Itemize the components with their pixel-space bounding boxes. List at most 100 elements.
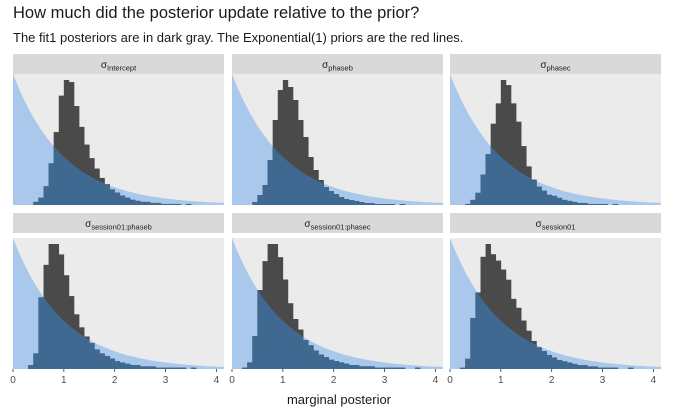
histogram-bar-overlap <box>384 367 390 369</box>
histogram-bar-overlap <box>267 160 273 205</box>
histogram-bar-overlap <box>140 201 146 205</box>
histogram-bar-overlap <box>359 202 365 205</box>
histogram-bar <box>516 121 522 205</box>
histogram-bar-overlap <box>465 203 471 205</box>
histogram-bar-overlap <box>38 297 44 369</box>
histogram-bar-overlap <box>328 191 334 205</box>
histogram-bar-overlap <box>333 194 340 205</box>
histogram-bar <box>74 106 80 205</box>
histogram-bar-overlap <box>369 203 375 205</box>
histogram-bar-overlap <box>318 180 324 205</box>
histogram-bar-overlap <box>470 317 476 369</box>
histogram-bar-overlap <box>541 190 547 205</box>
x-tick-label: 0 <box>10 375 16 386</box>
histogram-bar-overlap <box>369 366 375 369</box>
histogram-bar-overlap <box>546 194 552 205</box>
histogram-bar <box>63 80 70 205</box>
facet-strip <box>13 213 224 233</box>
histogram-bar-overlap <box>43 264 49 369</box>
histogram-bar-overlap <box>338 362 345 369</box>
histogram-bar-overlap <box>282 279 289 369</box>
histogram-bar-overlap <box>556 360 563 369</box>
facet-label-symbol: σ <box>540 60 547 71</box>
histogram-bar-overlap <box>104 355 110 369</box>
histogram-bar <box>485 244 491 369</box>
histogram-bar-overlap <box>343 199 350 205</box>
x-tick-label: 4 <box>433 375 439 386</box>
histogram-bar-overlap <box>308 157 314 205</box>
histogram-bar-overlap <box>129 365 136 369</box>
histogram-bar-overlap <box>145 366 151 369</box>
histogram-bar-overlap <box>175 203 182 205</box>
histogram-bar-overlap <box>293 319 299 369</box>
histogram-bar-overlap <box>465 358 471 369</box>
histogram-bar-overlap <box>546 354 552 369</box>
x-tick-label: 4 <box>214 375 220 386</box>
histogram-bar-overlap <box>415 367 421 369</box>
histogram-bar-overlap <box>155 202 161 205</box>
histogram-bar-overlap <box>561 361 568 369</box>
panels-layer: σIntercept σphaseb σphasecσsession01:phase… <box>13 54 661 370</box>
histogram-bar-overlap <box>190 367 197 369</box>
histogram-bar <box>282 80 289 205</box>
histogram-bar-overlap <box>252 336 258 369</box>
facet-panel: σphasec <box>450 54 661 205</box>
histogram-bar-overlap <box>612 203 619 205</box>
histogram-bar-overlap <box>602 367 608 369</box>
facet-panel: σsession01 <box>450 213 661 369</box>
histogram-bar-overlap <box>582 202 588 205</box>
histogram-bar-overlap <box>480 256 486 369</box>
histogram-bar-overlap <box>135 365 141 369</box>
histogram-bar-overlap <box>38 197 44 205</box>
histogram-bar-overlap <box>536 347 542 369</box>
histogram-bar-overlap <box>328 359 334 369</box>
facet-label: σphaseb <box>322 60 353 73</box>
histogram-bar-overlap <box>247 362 253 369</box>
histogram-bar-overlap <box>99 177 105 205</box>
histogram-bar-overlap <box>165 203 171 205</box>
x-tick-label: 0 <box>229 375 235 386</box>
histogram-bar-overlap <box>338 197 345 205</box>
histogram-bar-overlap <box>485 154 491 205</box>
histogram-bar-overlap <box>490 123 497 205</box>
facet-label-subscript: phaseb <box>328 64 353 73</box>
facet-label: σIntercept <box>101 60 137 73</box>
histogram-bar-overlap <box>348 365 355 369</box>
histogram-bar-overlap <box>175 367 182 369</box>
histogram-bar-overlap <box>556 197 563 205</box>
facet-panel: σsession01:phaseb <box>13 213 224 370</box>
histogram-bar-overlap <box>566 362 573 369</box>
histogram-bar-overlap <box>379 367 385 369</box>
x-tick-label: 2 <box>549 375 555 386</box>
histogram-bar-overlap <box>180 367 187 369</box>
histogram-bar-overlap <box>359 366 365 369</box>
histogram-bar-overlap <box>33 201 39 205</box>
histogram-bar <box>505 85 512 205</box>
histogram-bar-overlap <box>597 203 603 205</box>
facet-label-symbol: σ <box>85 219 92 230</box>
histogram-bar-overlap <box>303 340 309 369</box>
histogram-bar-overlap <box>354 365 360 369</box>
facet-panel: σsession01:phasec <box>232 213 443 369</box>
facet-strip <box>232 54 443 74</box>
histogram-bar <box>500 80 507 205</box>
histogram-bar-overlap <box>252 202 258 205</box>
histogram-bar-overlap <box>399 204 406 205</box>
histogram-bar-overlap <box>627 367 634 369</box>
histogram-bar-overlap <box>104 184 110 205</box>
histogram-bar-overlap <box>364 203 370 205</box>
histogram-bar <box>495 260 502 369</box>
histogram-bar-overlap <box>242 367 248 369</box>
histogram-bar-overlap <box>257 195 263 205</box>
histogram-bar-overlap <box>124 197 131 205</box>
facet-label-subscript: Intercept <box>107 64 137 73</box>
histogram-bar <box>500 269 507 369</box>
histogram-bar-overlap <box>119 362 126 369</box>
histogram-bar-overlap <box>470 199 476 205</box>
histogram-bar <box>495 103 502 205</box>
histogram-bar-overlap <box>145 201 151 205</box>
histogram-bar-overlap <box>602 203 608 205</box>
facet-label-symbol: σ <box>322 60 329 71</box>
histogram-bar-overlap <box>592 203 598 205</box>
facet-panel: σphaseb <box>232 54 443 205</box>
